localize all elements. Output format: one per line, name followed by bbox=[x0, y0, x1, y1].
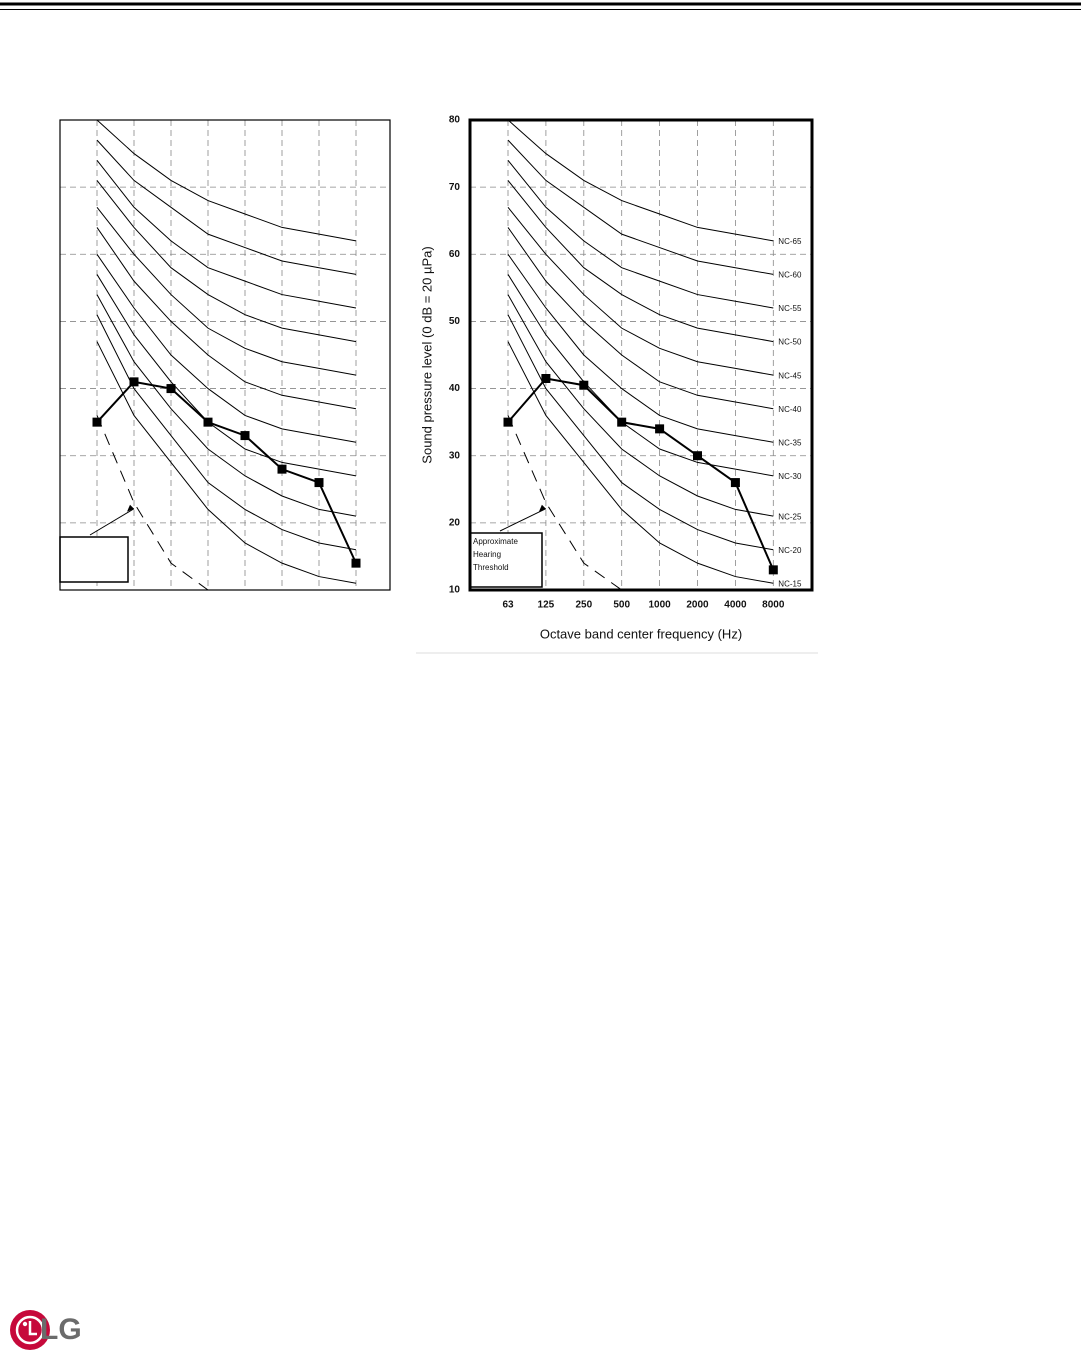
curve-label: NC-65 bbox=[778, 237, 802, 246]
curve-label: NC-35 bbox=[778, 438, 802, 447]
curve-label: NC-15 bbox=[778, 579, 802, 588]
marker bbox=[768, 565, 778, 575]
curve-label: NC-50 bbox=[778, 338, 802, 347]
nc-curve bbox=[96, 314, 357, 551]
marker bbox=[351, 558, 361, 568]
nc-curve bbox=[507, 253, 774, 443]
y-tick-label: 50 bbox=[449, 316, 461, 327]
arrow-head bbox=[127, 504, 134, 512]
nc-curve bbox=[96, 180, 357, 343]
nc-curve bbox=[96, 294, 357, 517]
x-tick-label: 2000 bbox=[686, 600, 709, 611]
curve-label: NC-25 bbox=[778, 512, 802, 521]
curve-label: NC-60 bbox=[778, 271, 802, 280]
nc-curve bbox=[507, 294, 774, 517]
marker bbox=[541, 374, 551, 383]
nc-curve bbox=[507, 206, 774, 376]
y-tick-label: 20 bbox=[449, 517, 461, 528]
nc-curve bbox=[96, 341, 357, 584]
nc-curve bbox=[507, 159, 774, 309]
nc-curve bbox=[507, 119, 774, 242]
annotation-box bbox=[59, 536, 129, 583]
y-tick-label: 30 bbox=[449, 450, 461, 461]
marker bbox=[617, 417, 627, 427]
measured-line bbox=[507, 377, 775, 571]
marker bbox=[503, 417, 513, 427]
marker bbox=[693, 451, 702, 461]
nc-curve bbox=[96, 206, 357, 376]
marker bbox=[277, 464, 287, 474]
measured-line bbox=[96, 380, 357, 564]
curve-label: NC-30 bbox=[778, 472, 802, 481]
plot-frame bbox=[468, 118, 814, 592]
nc-curve bbox=[507, 139, 774, 275]
x-tick-label: 4000 bbox=[724, 600, 747, 611]
y-tick-label: 60 bbox=[449, 249, 461, 260]
y-tick-label: 10 bbox=[449, 585, 461, 596]
marker bbox=[314, 478, 324, 488]
plot-frame bbox=[59, 119, 391, 591]
nc-curve bbox=[96, 139, 357, 275]
marker bbox=[129, 377, 139, 387]
annotation-arrow bbox=[89, 508, 135, 536]
nc-curve bbox=[96, 227, 357, 410]
marker bbox=[730, 478, 740, 488]
annotation-text: Threshold bbox=[473, 563, 509, 572]
nc-curve bbox=[96, 159, 357, 309]
nc-curve bbox=[96, 119, 357, 242]
nc-curve bbox=[507, 314, 774, 551]
y-tick-label: 80 bbox=[449, 115, 461, 126]
marker bbox=[203, 417, 213, 427]
x-axis-title: Octave band center frequency (Hz) bbox=[540, 626, 742, 641]
threshold-curve bbox=[96, 415, 209, 591]
logo-text: LG bbox=[40, 1313, 82, 1346]
x-tick-label: 8000 bbox=[762, 600, 785, 611]
marker bbox=[240, 431, 250, 441]
arrow-head bbox=[538, 504, 546, 512]
marker bbox=[166, 384, 176, 394]
nc-curve bbox=[507, 227, 774, 410]
annotation-box bbox=[469, 532, 543, 588]
x-tick-label: 250 bbox=[575, 600, 592, 611]
logo: LG bbox=[10, 1310, 82, 1350]
annotation-text: Approximate bbox=[473, 537, 518, 546]
curve-label: NC-40 bbox=[778, 405, 802, 414]
x-tick-label: 125 bbox=[538, 600, 555, 611]
annotation-text: Hearing bbox=[473, 550, 501, 559]
nc-curve bbox=[507, 274, 774, 477]
nc-curve bbox=[507, 180, 774, 343]
annotation-arrow bbox=[499, 508, 547, 532]
curve-label: NC-20 bbox=[778, 546, 802, 555]
threshold-curve bbox=[507, 415, 622, 591]
nc-curve bbox=[507, 341, 774, 584]
curve-label: NC-45 bbox=[778, 371, 802, 380]
y-axis-title: Sound pressure level (0 dB = 20 µPa) bbox=[419, 246, 434, 463]
x-tick-label: 1000 bbox=[648, 600, 671, 611]
x-tick-label: 500 bbox=[613, 600, 630, 611]
x-tick-label: 63 bbox=[502, 600, 514, 611]
curve-label: NC-55 bbox=[778, 304, 802, 313]
y-tick-label: 40 bbox=[449, 383, 461, 394]
marker bbox=[655, 424, 665, 434]
y-tick-label: 70 bbox=[449, 182, 461, 193]
nc-curve bbox=[96, 254, 357, 443]
marker bbox=[92, 417, 102, 427]
marker bbox=[579, 380, 589, 390]
nc-curve bbox=[96, 274, 357, 477]
